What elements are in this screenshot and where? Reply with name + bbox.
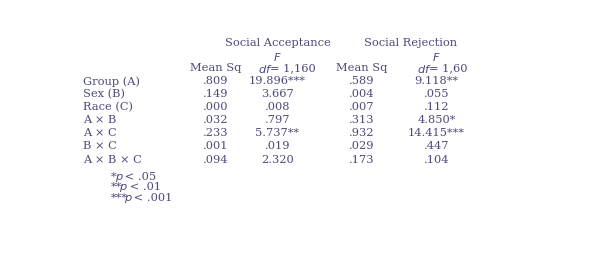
- Text: .149: .149: [203, 89, 228, 99]
- Text: .001: .001: [203, 141, 228, 151]
- Text: 9.118**: 9.118**: [414, 76, 458, 86]
- Text: *: *: [111, 171, 117, 181]
- Text: .932: .932: [349, 128, 375, 138]
- Text: Race (C): Race (C): [83, 102, 133, 112]
- Text: Mean Sq: Mean Sq: [190, 63, 241, 73]
- Text: 5.737**: 5.737**: [256, 128, 299, 138]
- Text: Sex (B): Sex (B): [83, 89, 125, 99]
- Text: < .01: < .01: [125, 182, 161, 192]
- Text: .809: .809: [203, 76, 228, 86]
- Text: $\mathit{F}$: $\mathit{F}$: [273, 51, 282, 62]
- Text: .055: .055: [423, 89, 449, 99]
- Text: .797: .797: [264, 115, 290, 125]
- Text: < .001: < .001: [130, 192, 172, 202]
- Text: Social Rejection: Social Rejection: [364, 38, 457, 48]
- Text: ***: ***: [111, 192, 128, 202]
- Text: .004: .004: [349, 89, 375, 99]
- Text: .094: .094: [203, 154, 228, 164]
- Text: $\mathit{p}$: $\mathit{p}$: [115, 171, 124, 183]
- Text: < .05: < .05: [121, 171, 157, 181]
- Text: **: **: [111, 182, 122, 192]
- Text: .447: .447: [423, 141, 449, 151]
- Text: .029: .029: [349, 141, 375, 151]
- Text: .008: .008: [264, 102, 290, 112]
- Text: .112: .112: [423, 102, 449, 112]
- Text: 3.667: 3.667: [261, 89, 294, 99]
- Text: .233: .233: [203, 128, 228, 138]
- Text: .032: .032: [203, 115, 228, 125]
- Text: 19.896***: 19.896***: [249, 76, 306, 86]
- Text: $\mathit{p}$: $\mathit{p}$: [124, 192, 133, 204]
- Text: = 1,60: = 1,60: [429, 63, 467, 73]
- Text: Group (A): Group (A): [83, 76, 140, 86]
- Text: 2.320: 2.320: [261, 154, 294, 164]
- Text: B × C: B × C: [83, 141, 117, 151]
- Text: .019: .019: [264, 141, 290, 151]
- Text: = 1,160: = 1,160: [270, 63, 316, 73]
- Text: A × B: A × B: [83, 115, 116, 125]
- Text: 4.850*: 4.850*: [417, 115, 455, 125]
- Text: $\mathit{df}$: $\mathit{df}$: [417, 63, 432, 75]
- Text: .589: .589: [349, 76, 375, 86]
- Text: .173: .173: [349, 154, 375, 164]
- Text: $\mathit{p}$: $\mathit{p}$: [120, 182, 128, 194]
- Text: .313: .313: [349, 115, 375, 125]
- Text: $\mathit{F}$: $\mathit{F}$: [432, 51, 441, 62]
- Text: Social Acceptance: Social Acceptance: [224, 38, 330, 48]
- Text: A × B × C: A × B × C: [83, 154, 142, 164]
- Text: Mean Sq: Mean Sq: [336, 63, 388, 73]
- Text: .000: .000: [203, 102, 228, 112]
- Text: A × C: A × C: [83, 128, 117, 138]
- Text: .104: .104: [423, 154, 449, 164]
- Text: .007: .007: [349, 102, 375, 112]
- Text: 14.415***: 14.415***: [408, 128, 465, 138]
- Text: $\mathit{df}$: $\mathit{df}$: [258, 63, 273, 75]
